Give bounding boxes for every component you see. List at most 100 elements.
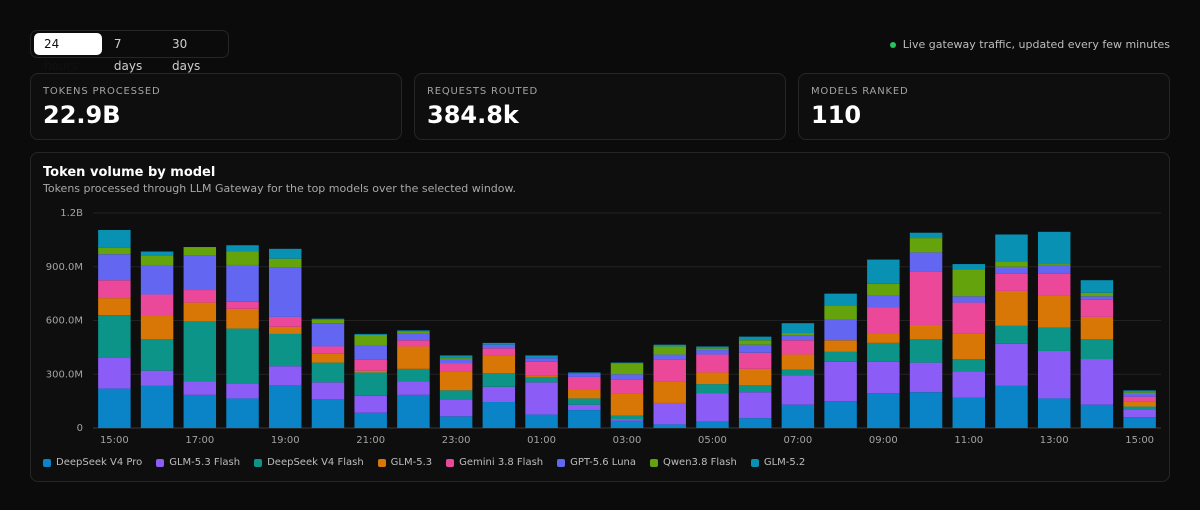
bar-segment[interactable] xyxy=(183,302,217,322)
bar-segment[interactable] xyxy=(1123,417,1156,428)
legend-item[interactable]: DeepSeek V4 Flash xyxy=(254,457,364,468)
bar-segment[interactable] xyxy=(226,328,259,384)
bar-segment[interactable] xyxy=(439,416,473,428)
bar-segment[interactable] xyxy=(568,373,601,377)
bar-segment[interactable] xyxy=(140,256,174,266)
bar-segment[interactable] xyxy=(354,412,387,428)
bar-segment[interactable] xyxy=(568,372,601,374)
bar-segment[interactable] xyxy=(995,273,1028,291)
bar-segment[interactable] xyxy=(1037,327,1071,351)
bar-segment[interactable] xyxy=(781,369,815,376)
bar-segment[interactable] xyxy=(909,238,943,253)
bar-segment[interactable] xyxy=(824,401,857,429)
bar-segment[interactable] xyxy=(824,305,857,320)
bar-segment[interactable] xyxy=(1037,231,1071,265)
bar-segment[interactable] xyxy=(1080,280,1114,293)
bar-segment[interactable] xyxy=(995,234,1028,262)
bar-segment[interactable] xyxy=(439,355,473,359)
bar-segment[interactable] xyxy=(696,348,729,351)
bar-segment[interactable] xyxy=(568,376,601,390)
bar-segment[interactable] xyxy=(311,362,345,383)
bar-segment[interactable] xyxy=(610,374,644,380)
bar-segment[interactable] xyxy=(98,388,131,428)
bar-segment[interactable] xyxy=(397,340,430,347)
bar-segment[interactable] xyxy=(952,269,985,297)
bar-segment[interactable] xyxy=(610,393,644,416)
bar-segment[interactable] xyxy=(226,301,259,309)
bar-segment[interactable] xyxy=(568,410,601,428)
bar-segment[interactable] xyxy=(397,330,430,332)
bar-segment[interactable] xyxy=(354,370,387,373)
bar-segment[interactable] xyxy=(226,308,259,329)
bar-segment[interactable] xyxy=(738,344,772,353)
bar-segment[interactable] xyxy=(183,394,217,428)
bar-segment[interactable] xyxy=(909,362,943,393)
bar-segment[interactable] xyxy=(952,333,985,360)
bar-segment[interactable] xyxy=(439,371,473,391)
bar-segment[interactable] xyxy=(140,339,174,371)
bar-segment[interactable] xyxy=(397,381,430,395)
bar-segment[interactable] xyxy=(140,385,174,428)
bar-segment[interactable] xyxy=(696,350,729,355)
bar-segment[interactable] xyxy=(354,334,387,346)
bar-segment[interactable] xyxy=(867,295,900,308)
bar-segment[interactable] xyxy=(1123,396,1156,402)
bar-segment[interactable] xyxy=(140,294,174,317)
bar-segment[interactable] xyxy=(610,379,644,394)
bar-segment[interactable] xyxy=(867,393,900,428)
bar-segment[interactable] xyxy=(439,399,473,417)
bar-segment[interactable] xyxy=(1037,398,1071,428)
bar-segment[interactable] xyxy=(909,232,943,239)
bar-segment[interactable] xyxy=(98,230,131,248)
bar-segment[interactable] xyxy=(696,372,729,385)
bar-segment[interactable] xyxy=(1037,273,1071,296)
bar-segment[interactable] xyxy=(653,359,686,382)
bar-segment[interactable] xyxy=(696,393,729,422)
bar-segment[interactable] xyxy=(482,342,516,345)
bar-segment[interactable] xyxy=(525,358,558,362)
bar-segment[interactable] xyxy=(568,398,601,405)
bar-segment[interactable] xyxy=(995,261,1028,267)
bar-segment[interactable] xyxy=(482,355,516,374)
bar-segment[interactable] xyxy=(1080,404,1114,428)
bar-segment[interactable] xyxy=(1080,339,1114,360)
bar-segment[interactable] xyxy=(696,384,729,394)
bar-segment[interactable] xyxy=(1123,393,1156,397)
bar-segment[interactable] xyxy=(952,371,985,398)
bar-segment[interactable] xyxy=(738,340,772,345)
bar-segment[interactable] xyxy=(482,373,516,387)
bar-segment[interactable] xyxy=(183,255,217,291)
bar-segment[interactable] xyxy=(781,323,815,334)
bar-segment[interactable] xyxy=(226,264,259,302)
bar-segment[interactable] xyxy=(98,315,131,358)
bar-segment[interactable] xyxy=(653,354,686,360)
bar-segment[interactable] xyxy=(653,346,686,355)
bar-segment[interactable] xyxy=(653,402,686,425)
bar-segment[interactable] xyxy=(824,319,857,341)
bar-segment[interactable] xyxy=(610,419,644,421)
bar-segment[interactable] xyxy=(354,395,387,413)
bar-segment[interactable] xyxy=(311,353,345,363)
bar-segment[interactable] xyxy=(909,252,943,272)
legend-item[interactable]: GPT-5.6 Luna xyxy=(557,457,636,468)
bar-segment[interactable] xyxy=(781,354,815,370)
bar-segment[interactable] xyxy=(1037,264,1071,266)
bar-segment[interactable] xyxy=(183,381,217,395)
bar-segment[interactable] xyxy=(525,355,558,359)
bar-segment[interactable] xyxy=(1037,265,1071,274)
bar-segment[interactable] xyxy=(354,333,387,335)
bar-segment[interactable] xyxy=(738,352,772,369)
bar-segment[interactable] xyxy=(311,318,345,320)
bar-segment[interactable] xyxy=(183,321,217,382)
bar-segment[interactable] xyxy=(269,267,302,317)
bar-segment[interactable] xyxy=(1037,350,1071,399)
bar-segment[interactable] xyxy=(568,404,601,411)
bar-segment[interactable] xyxy=(867,307,900,334)
bar-segment[interactable] xyxy=(867,342,900,362)
bar-segment[interactable] xyxy=(1123,409,1156,418)
bar-segment[interactable] xyxy=(995,385,1028,428)
bar-segment[interactable] xyxy=(525,375,558,377)
tab-24-hours[interactable]: 24 hours xyxy=(34,33,102,73)
bar-segment[interactable] xyxy=(738,385,772,393)
legend-item[interactable]: DeepSeek V4 Pro xyxy=(43,457,142,468)
